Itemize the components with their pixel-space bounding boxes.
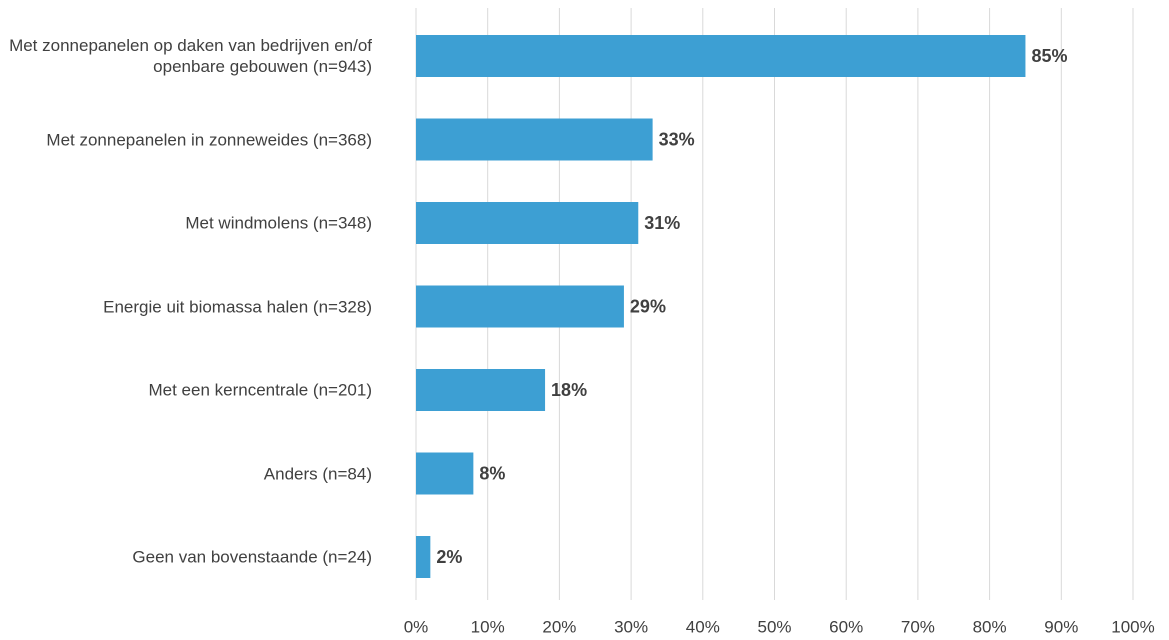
- value-label: 85%: [1031, 46, 1067, 66]
- y-tick-label: Met een kerncentrale (n=201): [148, 380, 373, 400]
- y-tick-label: Met zonnepanelen in zonneweides (n=368): [46, 130, 372, 149]
- value-label: 29%: [630, 296, 666, 316]
- x-tick-label: 100%: [1111, 617, 1154, 636]
- y-tick-label: Met windmolens (n=348): [185, 213, 372, 233]
- y-tick-label: Energie uit biomassa halen (n=328): [103, 297, 372, 316]
- x-tick-label: 80%: [973, 617, 1007, 636]
- x-tick-label: 50%: [757, 617, 791, 636]
- x-tick-label: 60%: [829, 617, 863, 636]
- x-tick-label: 30%: [614, 617, 648, 636]
- x-tick-label: 10%: [471, 617, 505, 636]
- y-tick-label: Met zonnepanelen op daken van bedrijven …: [9, 36, 372, 76]
- value-label: 2%: [436, 547, 462, 567]
- x-tick-label: 0%: [404, 617, 429, 636]
- value-label: 8%: [479, 463, 505, 483]
- value-label: 33%: [659, 129, 695, 149]
- x-tick-label: 70%: [901, 617, 935, 636]
- bar: [416, 202, 639, 244]
- bar: [416, 452, 474, 495]
- value-label: 18%: [551, 380, 587, 400]
- bar: [416, 369, 546, 411]
- x-tick-label: 20%: [542, 617, 576, 636]
- bar: [416, 536, 431, 578]
- bar: [416, 285, 624, 328]
- value-label: 31%: [644, 213, 680, 233]
- y-tick-label: Geen van bovenstaande (n=24): [132, 547, 372, 567]
- x-tick-label: 90%: [1044, 617, 1078, 636]
- x-tick-label: 40%: [686, 617, 720, 636]
- y-tick-label: Anders (n=84): [263, 464, 372, 483]
- bar: [416, 118, 653, 161]
- bar: [416, 35, 1026, 77]
